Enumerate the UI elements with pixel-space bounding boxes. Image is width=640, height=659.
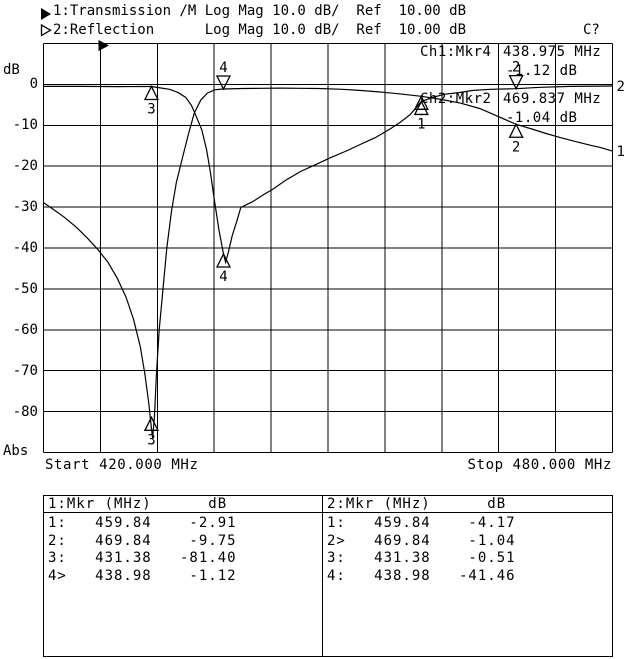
trace-end-label: 1 — [617, 144, 625, 160]
marker-2-label: 2 — [512, 139, 520, 155]
trace-reflection — [43, 85, 613, 265]
marker-table-row: 1: 459.84 -2.91 — [48, 515, 237, 531]
readout-ch1-marker-label: Ch1:Mkr4 — [420, 44, 492, 60]
channel1-active-arrow-icon — [41, 8, 51, 20]
sweep-start-label: Start 420.000 MHz — [45, 457, 199, 473]
marker-table-ch1: 1:Mkr (MHz) dB 1: 459.84 -2.91 2: 469.84… — [43, 495, 323, 657]
marker-table-ch1-header: 1:Mkr (MHz) dB — [44, 496, 322, 513]
marker-4-label: 4 — [219, 269, 227, 285]
trace-end-label: 2 — [617, 79, 625, 95]
y-axis-unit-label: dB — [3, 62, 20, 78]
readout-ch2-marker-freq: 469.837 MHz — [503, 91, 602, 107]
marker-3-triangle — [143, 415, 159, 431]
marker-1-triangle — [413, 100, 429, 116]
marker-2-label: 2 — [512, 60, 520, 76]
marker-1-label: 1 — [417, 116, 425, 132]
y-axis-tick-label: -70 — [12, 362, 38, 379]
y-axis-tick-label: -30 — [12, 199, 38, 216]
marker-table-row: 1: 459.84 -4.17 — [327, 515, 516, 531]
marker-table-row: 4> 438.98 -1.12 — [48, 568, 237, 584]
y-axis-tick-label: -60 — [12, 321, 38, 338]
y-axis-tick-label: 0 — [29, 76, 38, 93]
marker-1-triangle — [413, 94, 429, 110]
channel1-config-line: 1:Transmission /M Log Mag 10.0 dB/ Ref 1… — [53, 3, 467, 19]
sweep-stop-label: Stop 480.000 MHz — [467, 457, 612, 473]
y-axis-tick-label: -10 — [12, 117, 38, 134]
y-axis-bottom-label: Abs — [3, 443, 29, 459]
marker-2-triangle — [508, 75, 524, 91]
marker-table-row: 2> 469.84 -1.04 — [327, 533, 516, 549]
marker-3-label: 3 — [147, 101, 155, 117]
marker-table-row: 3: 431.38 -81.40 — [48, 550, 237, 566]
readout-ch1-marker-freq: 438.975 MHz — [503, 44, 602, 60]
y-axis-tick-label: -40 — [12, 240, 38, 256]
y-axis-tick-label: -80 — [12, 403, 38, 420]
y-axis-tick-label: -20 — [12, 158, 38, 175]
trace-transmission — [43, 87, 613, 439]
marker-4-triangle — [215, 252, 232, 268]
marker-3-triangle — [143, 85, 159, 101]
readout-ch1-marker-value: -1.12 dB — [506, 63, 578, 79]
readout-ch2-marker-value: -1.04 dB — [506, 110, 578, 126]
marker-3-label: 3 — [147, 432, 155, 448]
marker-4-label: 4 — [219, 60, 227, 76]
marker-table-ch2: 2:Mkr (MHz) dB 1: 459.84 -4.17 2> 469.84… — [322, 495, 613, 657]
ref-position-marker-icon — [98, 40, 109, 51]
calibration-status: C? — [583, 22, 600, 38]
readout-ch2-marker-label: Ch2:Mkr2 — [420, 91, 492, 107]
y-axis-tick-label: -50 — [12, 280, 38, 297]
marker-table-row: 3: 431.38 -0.51 — [327, 550, 516, 566]
y-axis-tick-labels: 0 -10 -20 -30 -40 -50 -60 -70 -80 — [0, 0, 38, 460]
channel2-arrow-icon — [40, 23, 52, 37]
marker-4-triangle — [215, 75, 231, 91]
marker-2-triangle — [508, 122, 524, 138]
channel2-config-line: 2:Reflection Log Mag 10.0 dB/ Ref 10.00 … — [53, 22, 467, 38]
marker-table-row: 4: 438.98 -41.46 — [327, 568, 516, 584]
marker-table-ch2-header: 2:Mkr (MHz) dB — [323, 496, 612, 513]
marker-table-row: 2: 469.84 -9.75 — [48, 533, 237, 549]
